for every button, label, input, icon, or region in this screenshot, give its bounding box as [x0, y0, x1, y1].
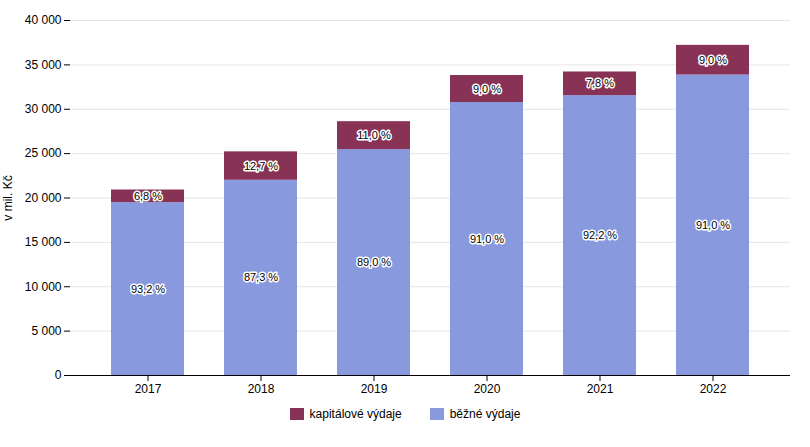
- svg-text:87,3 %: 87,3 %: [244, 271, 278, 283]
- svg-text:9,0 %: 9,0 %: [473, 83, 501, 95]
- svg-text:0: 0: [55, 368, 62, 382]
- html-text:kapitálové výdaje: kapitálové výdaje: [309, 407, 402, 421]
- svg-text:10 000: 10 000: [25, 280, 62, 294]
- svg-text:2019: 2019: [361, 382, 388, 396]
- svg-text:6,8 %: 6,8 %: [134, 190, 162, 202]
- svg-text:93,2 %: 93,2 %: [131, 283, 165, 295]
- svg-text:11,0 %: 11,0 %: [357, 129, 391, 141]
- svg-text:92,2 %: 92,2 %: [583, 229, 617, 241]
- svg-text:7,8 %: 7,8 %: [586, 77, 614, 89]
- svg-text:2022: 2022: [700, 382, 727, 396]
- html-text:běžné výdaje: běžné výdaje: [449, 407, 521, 421]
- svg-text:25 000: 25 000: [25, 146, 62, 160]
- svg-text:15 000: 15 000: [25, 235, 62, 249]
- svg-text:35 000: 35 000: [25, 58, 62, 72]
- svg-text:20 000: 20 000: [25, 191, 62, 205]
- svg-text:40 000: 40 000: [25, 13, 62, 27]
- svg-text:2018: 2018: [248, 382, 275, 396]
- svg-text:91,0 %: 91,0 %: [470, 233, 504, 245]
- svg-text:91,0 %: 91,0 %: [696, 219, 730, 231]
- svg-text:2017: 2017: [135, 382, 162, 396]
- svg-text:5 000: 5 000: [31, 324, 61, 338]
- svg-text:2021: 2021: [587, 382, 614, 396]
- svg-text:12,7 %: 12,7 %: [244, 160, 278, 172]
- svg-text:30 000: 30 000: [25, 102, 62, 116]
- svg-text:2020: 2020: [474, 382, 501, 396]
- svg-text:v mil. Kč: v mil. Kč: [1, 175, 15, 220]
- svg-text:89,0 %: 89,0 %: [357, 256, 391, 268]
- svg-text:9,0 %: 9,0 %: [699, 54, 727, 66]
